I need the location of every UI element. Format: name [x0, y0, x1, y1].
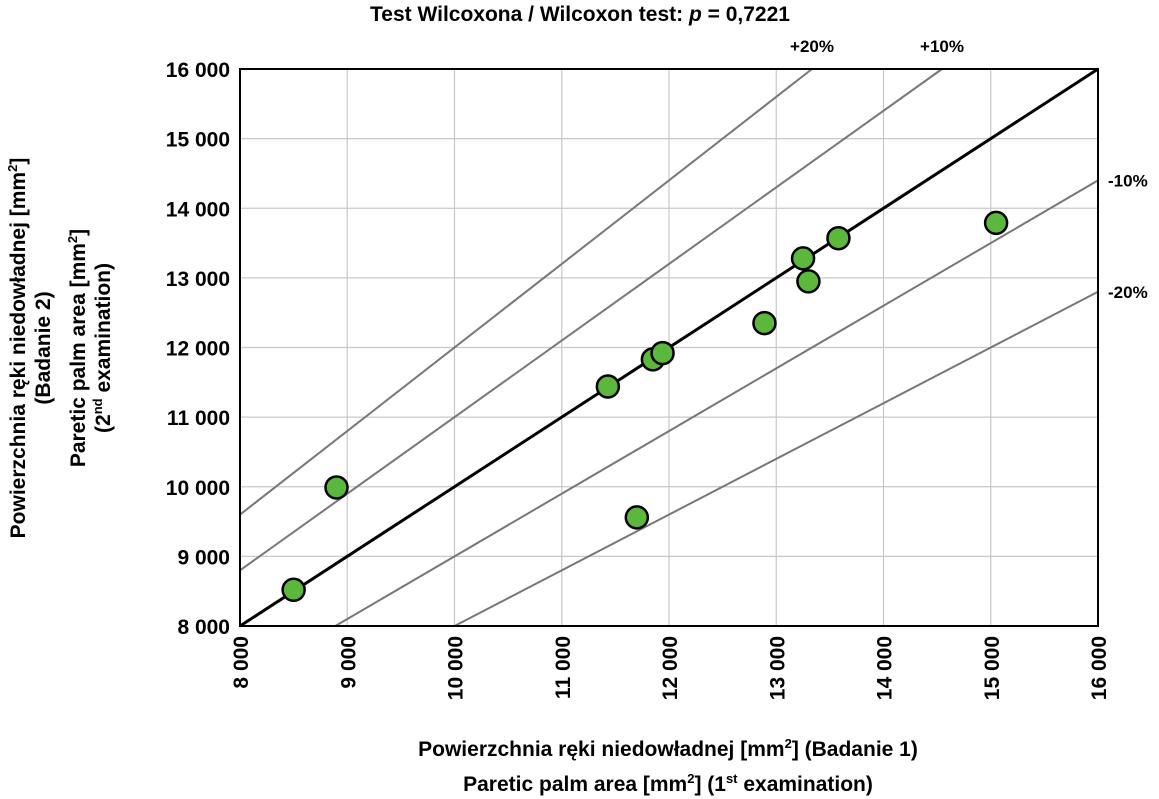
- reference-line-4: [454, 290, 1099, 627]
- reference-line-2: [239, 68, 813, 516]
- data-point-8: [796, 269, 821, 294]
- x-tick-label-2: 10 000: [445, 636, 468, 700]
- reference-label-4: -20%: [1108, 283, 1148, 302]
- x-tick-label-1: 9 000: [337, 636, 360, 689]
- y-tick-label-8: 16 000: [166, 59, 230, 82]
- y-tick-label-7: 15 000: [166, 129, 230, 152]
- y-tick-label-5: 13 000: [166, 268, 230, 291]
- x-tick-label-6: 14 000: [874, 636, 897, 700]
- y-tick-label-4: 12 000: [166, 338, 230, 361]
- data-point-0: [281, 577, 306, 603]
- data-point-6: [752, 310, 777, 336]
- data-point-10: [983, 210, 1009, 236]
- x-tick-label-8: 16 000: [1088, 636, 1111, 700]
- tick-labels: 8 000 9 000 10 000 11 000 12 000 13 000 14 000…: [166, 59, 1111, 700]
- x-axis-label-line1: Powierzchnia ręki niedowładnej [mm2] (Ba…: [418, 736, 918, 761]
- x-tick-label-3: 11 000: [552, 636, 575, 699]
- data-point-3: [624, 505, 650, 530]
- y-tick-label-2: 10 000: [166, 477, 230, 500]
- reference-line-3: [334, 179, 1099, 627]
- data-point-9: [826, 225, 851, 251]
- data-point-1: [324, 475, 349, 500]
- x-tick-label-5: 13 000: [766, 636, 789, 700]
- y-axis-label-line1: Powierzchnia ręki niedowładnej [mm2]: [5, 158, 30, 539]
- reference-label-1: +10%: [920, 37, 964, 56]
- y-tick-label-3: 11 000: [167, 407, 230, 430]
- y-tick-label-1: 9 000: [177, 546, 230, 569]
- y-axis-label-line3: Paretic palm area [mm2]: [65, 229, 90, 467]
- x-tick-label-0: 8 000: [230, 636, 253, 689]
- reference-label-2: +20%: [790, 37, 834, 56]
- chart-title: Test Wilcoxona / Wilcoxon test: p = 0,72…: [370, 3, 790, 26]
- y-tick-label-6: 14 000: [166, 198, 230, 221]
- reference-lines: [239, 67, 1099, 628]
- x-axis-label-line2: Paretic palm area [mm2] (1st examination…: [463, 771, 873, 796]
- data-point-5: [650, 340, 675, 366]
- y-axis-label-line2: (Badanie 2): [32, 291, 55, 404]
- x-tick-label-7: 15 000: [981, 636, 1004, 700]
- reference-line-1: [239, 68, 943, 572]
- plot-frame: [239, 68, 1099, 627]
- data-point-2: [595, 374, 621, 399]
- y-axis-label-line4: (2nd examination): [90, 263, 115, 433]
- data-point-7: [790, 246, 816, 271]
- data-points: [281, 210, 1009, 603]
- reference-line-labels: +10% +20% -10% -20%: [790, 37, 1148, 302]
- y-tick-label-0: 8 000: [177, 616, 230, 639]
- reference-label-3: -10%: [1108, 171, 1148, 190]
- x-tick-label-4: 12 000: [659, 636, 682, 700]
